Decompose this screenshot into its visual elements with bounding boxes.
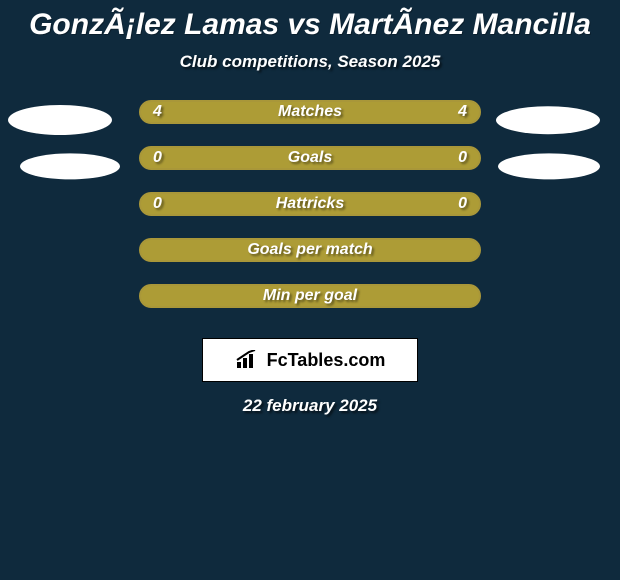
- stat-bar: 4 Matches 4: [139, 100, 481, 124]
- player-left-avatar-2: [20, 153, 120, 179]
- stat-label: Goals: [288, 149, 332, 167]
- page-subtitle: Club competitions, Season 2025: [0, 52, 620, 72]
- stat-row-goals-per-match: Goals per match: [0, 238, 620, 284]
- stat-value-left: 0: [153, 195, 162, 213]
- page-title: GonzÃ¡lez Lamas vs MartÃ­nez Mancilla: [0, 0, 620, 42]
- stat-label: Min per goal: [263, 287, 357, 305]
- stat-bar: 0 Goals 0: [139, 146, 481, 170]
- player-right-avatar-2: [498, 153, 600, 179]
- stat-value-right: 0: [458, 149, 467, 167]
- stat-row-goals: 0 Goals 0: [0, 146, 620, 192]
- comparison-card: GonzÃ¡lez Lamas vs MartÃ­nez Mancilla Cl…: [0, 0, 620, 580]
- bar-chart-icon: [235, 350, 261, 370]
- stat-value-right: 4: [458, 103, 467, 121]
- player-left-avatar: [8, 105, 112, 135]
- stat-row-hattricks: 0 Hattricks 0: [0, 192, 620, 238]
- stat-bar: Min per goal: [139, 284, 481, 308]
- stat-label: Hattricks: [276, 195, 344, 213]
- stat-bar: Goals per match: [139, 238, 481, 262]
- stats-rows: 4 Matches 4 0 Goals 0 0 Hattricks 0: [0, 100, 620, 330]
- brand-text: FcTables.com: [267, 350, 386, 371]
- date-text: 22 february 2025: [0, 396, 620, 416]
- player-right-avatar: [496, 106, 600, 134]
- stat-label: Goals per match: [247, 241, 372, 259]
- stat-label: Matches: [278, 103, 342, 121]
- stat-row-min-per-goal: Min per goal: [0, 284, 620, 330]
- stat-value-left: 4: [153, 103, 162, 121]
- brand-badge: FcTables.com: [202, 338, 418, 382]
- stat-bar: 0 Hattricks 0: [139, 192, 481, 216]
- stat-row-matches: 4 Matches 4: [0, 100, 620, 146]
- stat-value-right: 0: [458, 195, 467, 213]
- stat-value-left: 0: [153, 149, 162, 167]
